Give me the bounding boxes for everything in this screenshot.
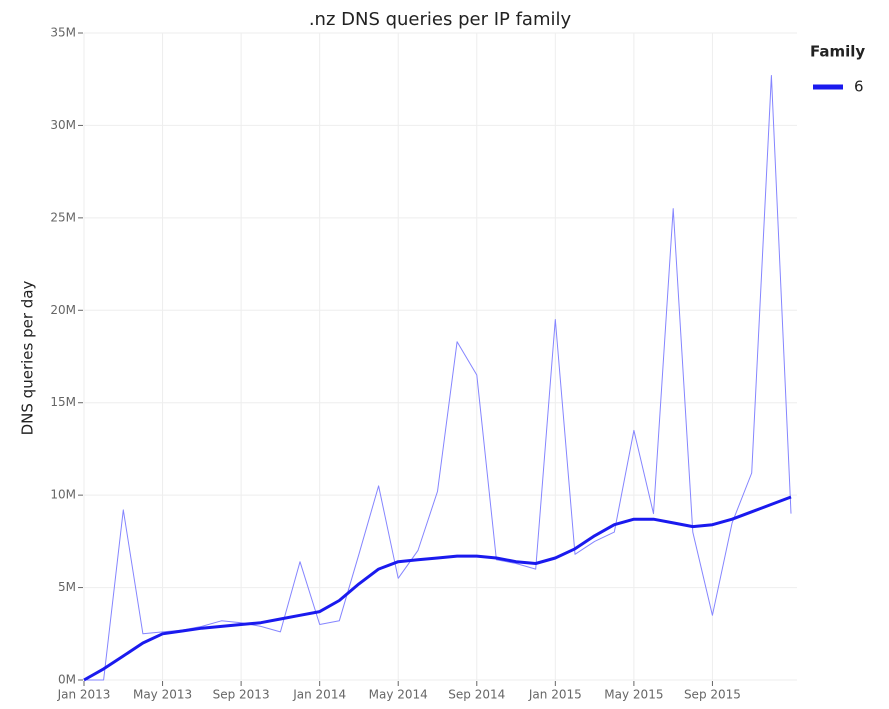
y-tick-label: 5M — [58, 580, 76, 594]
y-tick-label: 15M — [50, 395, 76, 409]
y-tick-label: 25M — [50, 210, 76, 224]
x-tick-label: May 2013 — [133, 688, 192, 702]
data-line — [84, 75, 792, 681]
legend-title: Family — [810, 43, 865, 61]
y-tick-label: 10M — [50, 488, 76, 502]
data-line — [83, 495, 792, 682]
y-tick-label: 30M — [50, 118, 76, 132]
x-tick-label: Jan 2015 — [528, 688, 582, 702]
y-axis-label: DNS queries per day — [19, 281, 37, 436]
x-tick-label: Jan 2014 — [292, 688, 346, 702]
y-tick-label: 20M — [50, 303, 76, 317]
x-tick-label: Sep 2013 — [213, 688, 270, 702]
x-tick-label: May 2014 — [369, 688, 428, 702]
x-tick-label: Jan 2013 — [57, 688, 111, 702]
y-tick-label: 0M — [58, 673, 76, 687]
x-tick-label: Sep 2015 — [684, 688, 741, 702]
y-tick-label: 35M — [50, 26, 76, 40]
chart-title: .nz DNS queries per IP family — [309, 9, 572, 30]
legend-label: 6 — [854, 78, 864, 96]
x-tick-label: May 2015 — [604, 688, 663, 702]
x-tick-label: Sep 2014 — [448, 688, 505, 702]
